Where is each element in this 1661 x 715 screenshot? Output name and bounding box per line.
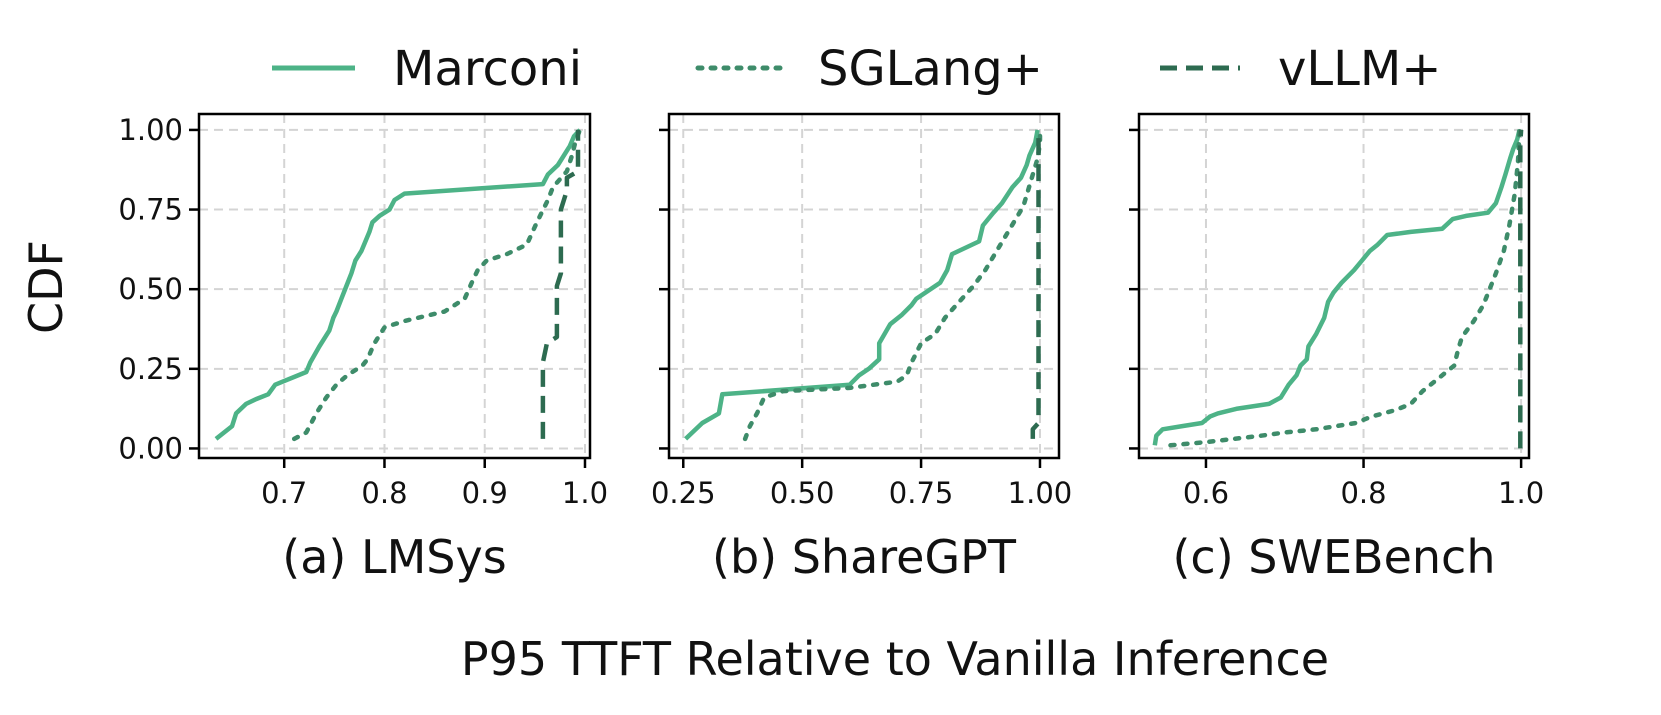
x-tick-label: 1.00	[1008, 476, 1073, 510]
x-tick-label: 0.75	[889, 476, 954, 510]
series-line-sglang	[1168, 127, 1522, 448]
legend-item-vllm: vLLM+	[1160, 41, 1442, 97]
panel-c-swebench: 0.6 0.8 1.0(c) SWEBench	[1129, 112, 1544, 584]
grid	[1139, 114, 1529, 458]
x-tick-label: 1.0	[1498, 476, 1544, 510]
x-axis-label: P95 TTFT Relative to Vanilla Inference	[461, 632, 1329, 686]
series-line-vllm	[540, 129, 581, 439]
y-tick-label: 1.00	[118, 113, 183, 147]
panel-caption: (b) ShareGPT	[712, 530, 1017, 584]
x-tick-label: 0.8	[361, 476, 407, 510]
axes-frame	[197, 112, 592, 460]
series-group	[684, 127, 1043, 442]
panel-caption: (c) SWEBench	[1172, 530, 1495, 584]
panel-caption: (a) LMSys	[282, 530, 506, 584]
y-tick-label: 0.00	[118, 431, 183, 465]
grid	[669, 114, 1059, 458]
series-line-marconi	[1152, 129, 1522, 446]
y-axis-label: CDF	[19, 240, 73, 334]
legend-label-sglang: SGLang+	[818, 41, 1043, 97]
x-tick-label: 0.25	[651, 476, 716, 510]
legend: Marconi SGLang+ vLLM+	[272, 41, 1442, 97]
axes-frame	[667, 112, 1061, 460]
chart-panels: 0.00 0.25 0.50 0.75 1.00 0.7 0.8 0.9 1.0 (a) LMSy…	[118, 112, 1544, 584]
x-tick-label: 0.8	[1340, 476, 1386, 510]
panel-b-sharegpt: 0.25 0.50 0.75 1.00 (b) ShareGPT	[651, 112, 1073, 584]
legend-item-sglang: SGLang+	[695, 41, 1043, 97]
series-group	[214, 127, 583, 442]
series-group	[1152, 127, 1524, 449]
series-line-sglang	[742, 127, 1043, 442]
x-tick-label: 0.9	[462, 476, 508, 510]
series-line-marconi	[684, 129, 1040, 441]
x-tick-label: 0.50	[770, 476, 835, 510]
axes-frame	[1137, 112, 1531, 460]
panel-a-lmsys: 0.00 0.25 0.50 0.75 1.00 0.7 0.8 0.9 1.0 (a) LMSy…	[118, 112, 608, 584]
x-tick-label: 1.0	[562, 476, 608, 510]
series-line-sglang	[291, 127, 583, 442]
y-tick-label: 0.75	[118, 193, 183, 227]
legend-item-marconi: Marconi	[272, 41, 582, 97]
legend-label-vllm: vLLM+	[1278, 41, 1442, 97]
y-tick-label: 0.25	[118, 352, 183, 386]
series-line-vllm	[1518, 129, 1524, 449]
x-tick-label: 0.7	[261, 476, 307, 510]
x-tick-label: 0.6	[1183, 476, 1229, 510]
series-line-vllm	[1030, 129, 1041, 439]
series-line-marconi	[214, 128, 582, 441]
grid	[199, 114, 590, 458]
y-tick-label: 0.50	[118, 272, 183, 306]
legend-label-marconi: Marconi	[393, 41, 582, 97]
